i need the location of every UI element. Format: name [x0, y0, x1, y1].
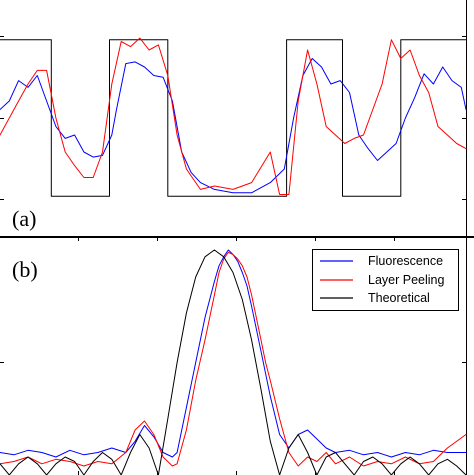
panel-a-label: (a): [12, 206, 36, 231]
panel-b-fluorescence-line: [0, 249, 467, 458]
panel-a-series-group: [0, 37, 467, 197]
panel-b-tick-group: [0, 237, 466, 475]
panel-a-series-1-line: [0, 58, 467, 194]
panel-b-series-group: [0, 249, 467, 475]
legend-label-layer-peeling: Layer Peeling: [368, 273, 444, 287]
panel-a-tick-group: [0, 36, 466, 200]
panel-b-label: (b): [12, 257, 38, 282]
panel-b-theoretical-line: [0, 249, 467, 475]
legend-label-theoretical: Theoretical: [368, 291, 430, 305]
panel-a-series-2-line: [0, 37, 467, 195]
panel-a: (a): [0, 0, 474, 237]
legend: Fluorescence Layer Peeling Theoretical: [312, 249, 459, 311]
panel-b: (b) Fluorescence Layer Peeling Theoretic…: [0, 237, 474, 475]
legend-label-fluorescence: Fluorescence: [368, 254, 443, 268]
panel-a-square-wave-line: [0, 39, 467, 197]
panel-b-layer-peeling-line: [0, 251, 467, 467]
